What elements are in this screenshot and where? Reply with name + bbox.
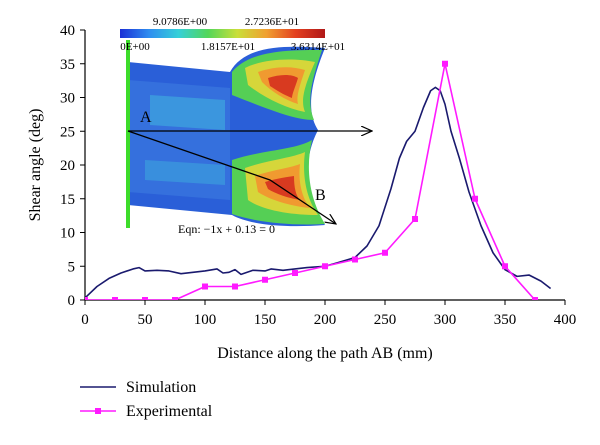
y-axis-title: Shear angle (deg) — [27, 109, 44, 222]
legend: Simulation Experimental — [80, 379, 213, 420]
y-tick-label: 40 — [60, 23, 75, 39]
y-tick-label: 5 — [68, 259, 76, 275]
x-tick-label: 350 — [494, 312, 517, 328]
data-point-experimental — [232, 283, 238, 290]
data-point-experimental — [352, 256, 358, 263]
legend-label-experimental: Experimental — [126, 403, 213, 420]
data-point-experimental — [112, 297, 118, 300]
y-tick-label: 20 — [60, 158, 75, 174]
colorbar-tick-bottom-2: 1.8157E+01 — [201, 41, 255, 53]
data-point-experimental — [262, 276, 268, 283]
data-point-experimental — [142, 297, 148, 300]
data-point-experimental — [382, 249, 388, 256]
data-point-experimental — [412, 216, 418, 222]
y-tick-label: 30 — [60, 91, 75, 107]
x-tick-label: 100 — [194, 312, 217, 328]
data-point-experimental — [502, 263, 508, 270]
legend-label-simulation: Simulation — [126, 379, 196, 396]
data-point-experimental — [292, 270, 298, 276]
colorbar-tick-bottom-3: 3.6314E+01 — [291, 41, 345, 53]
path-label-b: B — [315, 187, 326, 204]
y-tick-label: 25 — [60, 124, 75, 140]
data-point-experimental — [85, 297, 88, 300]
path-ab-line — [127, 130, 336, 224]
x-tick-label: 50 — [138, 312, 153, 328]
y-tick-label: 10 — [60, 226, 75, 242]
colorbar-tick-top-1: 9.0786E+00 — [153, 16, 208, 28]
data-point-experimental — [172, 297, 178, 300]
x-axis-title: Distance along the path AB (mm) — [217, 345, 433, 362]
data-series-layer — [85, 60, 552, 300]
x-axis-ticks: 0 50 100 150 200 250 300 350 400 — [81, 300, 576, 328]
colorbar — [120, 29, 325, 38]
data-point-experimental — [532, 297, 538, 300]
legend-marker-experimental — [95, 408, 101, 414]
series-line-experimental — [85, 62, 536, 300]
y-tick-label: 0 — [68, 293, 76, 309]
data-point-experimental — [472, 195, 478, 202]
colorbar-tick-bottom-1: 0E+00 — [120, 41, 150, 53]
x-tick-label: 400 — [554, 312, 577, 328]
data-point-experimental — [202, 283, 208, 290]
x-tick-label: 200 — [314, 312, 337, 328]
path-label-a: A — [140, 109, 152, 126]
deformed-blank-shape — [128, 46, 325, 227]
data-point-experimental — [442, 60, 448, 67]
deformation-inset-image: A B Eqn: −1x + 0.13 = 0 9.0786E+00 2.723… — [120, 16, 372, 236]
y-tick-label: 35 — [60, 57, 75, 73]
x-tick-label: 0 — [81, 312, 89, 328]
equation-label: Eqn: −1x + 0.13 = 0 — [178, 222, 275, 236]
y-axis-ticks: 0 5 10 15 20 25 30 35 40 — [60, 23, 85, 309]
x-tick-label: 150 — [254, 312, 277, 328]
data-point-experimental — [322, 263, 328, 270]
y-tick-label: 15 — [60, 192, 75, 208]
x-tick-label: 250 — [374, 312, 397, 328]
x-tick-label: 300 — [434, 312, 457, 328]
colorbar-tick-top-2: 2.7236E+01 — [245, 16, 299, 28]
